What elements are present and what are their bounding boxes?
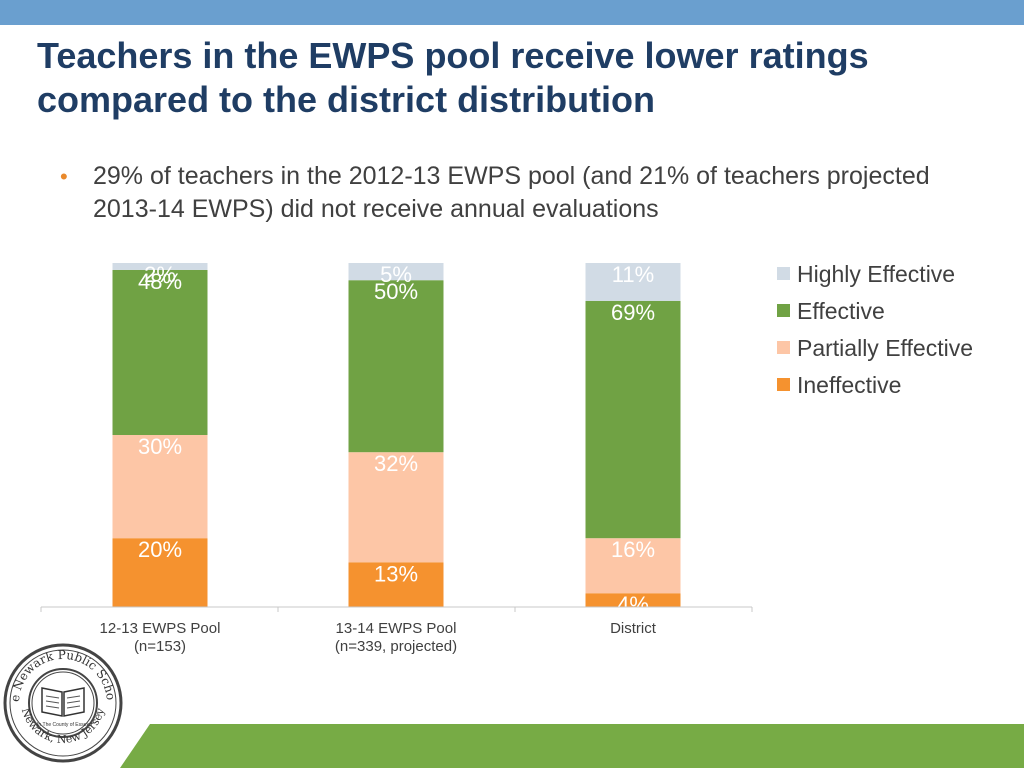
svg-text:In The County of Essex: In The County of Essex bbox=[37, 722, 89, 728]
bullet-point: • 29% of teachers in the 2012-13 EWPS po… bbox=[60, 160, 960, 226]
legend-entry-label: Partially Effective bbox=[797, 335, 973, 361]
legend-swatch bbox=[777, 304, 790, 317]
bullet-dot-icon: • bbox=[60, 164, 68, 189]
bar-segment bbox=[585, 593, 681, 607]
bar-value-label: 20% bbox=[138, 537, 182, 562]
bar-value-label: 13% bbox=[374, 561, 418, 586]
bar-value-label: 69% bbox=[611, 300, 655, 325]
bar-segment bbox=[348, 452, 444, 563]
bar-segment bbox=[585, 538, 681, 594]
stacked-bar-chart: 20% 30% 48%2% 13% 32% 50%5% 4% 16% 69% 11% 12-13 … bbox=[40, 261, 973, 655]
legend-entry-label: Highly Effective bbox=[797, 261, 955, 287]
bar-segment bbox=[112, 269, 208, 435]
bar-segment bbox=[112, 263, 208, 270]
slide-title: Teachers in the EWPS pool receive lower … bbox=[37, 35, 869, 120]
bar-value-label: 16% bbox=[611, 537, 655, 562]
x-axis-ticks bbox=[40, 607, 753, 612]
x-axis-labels: 12-13 EWPS Pool(n=153) 13-14 EWPS Pool(n=… bbox=[100, 620, 657, 655]
legend-entry-label: Ineffective bbox=[797, 372, 901, 398]
x-axis-tick-label: District bbox=[610, 620, 657, 637]
legend-swatch bbox=[777, 341, 790, 354]
bar-segment bbox=[585, 300, 681, 539]
bar-value-label: 5% bbox=[380, 262, 412, 287]
bar-value-label: 2% bbox=[144, 262, 176, 287]
bar-value-label: 30% bbox=[138, 434, 182, 459]
chart-legend: Highly Effective Effective Partially Effec… bbox=[777, 261, 973, 398]
bar-segment bbox=[112, 435, 208, 539]
newark-public-schools-seal: The Newark Public Schools Newark, New Je… bbox=[2, 640, 123, 763]
bullet-text: 29% of teachers in the 2012-13 EWPS pool… bbox=[93, 162, 930, 223]
legend-swatch bbox=[777, 267, 790, 280]
legend-swatch bbox=[777, 378, 790, 391]
bar-value-label: 4% bbox=[617, 592, 649, 617]
bar-segment bbox=[112, 538, 208, 607]
bar-value-label: 11% bbox=[612, 262, 654, 287]
bars-layer: 20% 30% 48%2% 13% 32% 50%5% 4% 16% 69% 11% bbox=[112, 262, 681, 617]
x-axis-tick-label: (n=339, projected) bbox=[335, 638, 457, 655]
bar-segment bbox=[348, 562, 444, 607]
x-axis-tick-label: 13-14 EWPS Pool bbox=[336, 620, 457, 637]
x-axis-tick-label: (n=153) bbox=[134, 638, 186, 655]
bar-value-label: 32% bbox=[374, 451, 418, 476]
x-axis-tick-label: 12-13 EWPS Pool bbox=[100, 620, 221, 637]
bar-segment bbox=[348, 263, 444, 281]
bar-segment bbox=[348, 280, 444, 453]
legend-entry-label: Effective bbox=[797, 298, 885, 324]
bottom-accent-strip bbox=[120, 724, 1024, 768]
top-accent-bar bbox=[0, 0, 1024, 25]
bar-value-label: 50% bbox=[374, 279, 418, 304]
bar-value-label: 48% bbox=[138, 269, 182, 294]
bar-segment bbox=[585, 263, 681, 301]
